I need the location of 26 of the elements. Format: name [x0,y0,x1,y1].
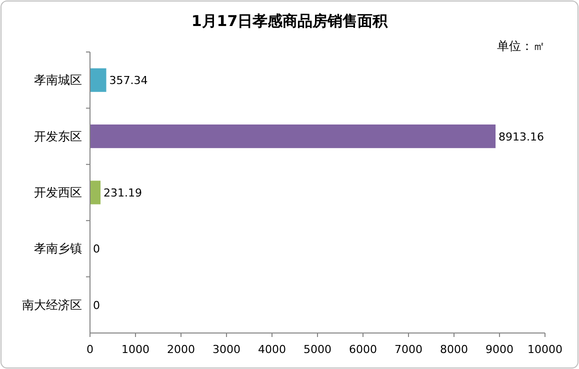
y-tick-label: 孝南乡镇 [34,242,82,256]
x-tick-label: 3000 [212,343,240,356]
x-tick-label: 1000 [122,343,150,356]
x-tick-label: 6000 [349,343,377,356]
x-tick-label: 0 [86,343,94,356]
bar [90,180,101,204]
x-tick-label: 4000 [258,343,286,356]
bar [90,124,496,148]
x-tick-label: 7000 [394,343,422,356]
y-tick-label: 开发东区 [34,129,82,144]
x-tick-label: 8000 [440,343,468,356]
y-tick-label: 孝南城区 [34,73,82,88]
x-tick-label: 5000 [304,343,332,356]
bar [90,68,106,92]
annotation: 单位：㎡ [497,39,545,53]
y-tick-label: 开发西区 [34,186,82,200]
data-label: 231.19 [104,186,142,200]
data-label: 0 [93,298,100,312]
x-tick-label: 2000 [167,343,195,356]
data-label: 0 [93,242,100,256]
chart-title: 1月17日孝感商品房销售面积 [191,12,389,30]
data-label: 8913.16 [498,130,544,144]
x-tick-label: 9000 [486,343,514,356]
x-tick-label: 10000 [528,343,562,356]
y-tick-label: 南大经济区 [22,298,82,312]
data-label: 357.34 [109,74,148,88]
